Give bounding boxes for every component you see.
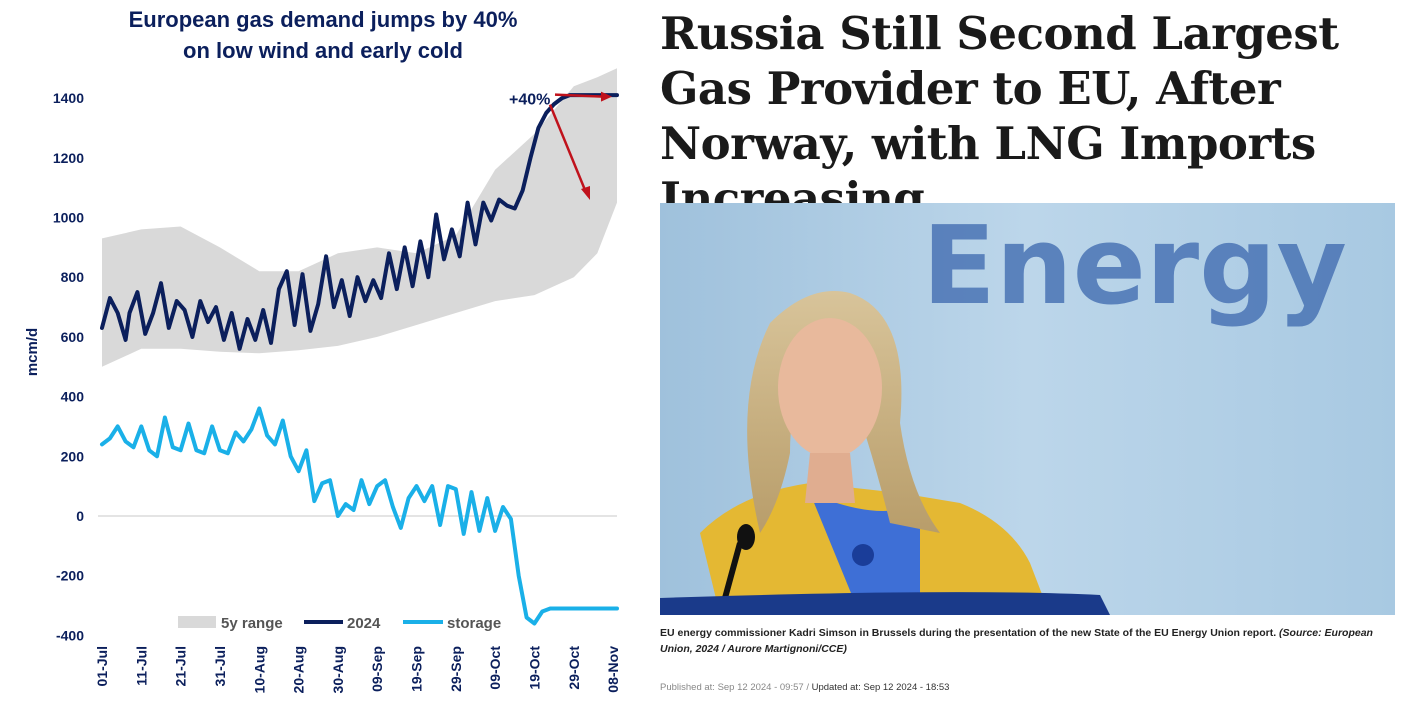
caption-text: EU energy commissioner Kadri Simson in B… (660, 627, 1277, 639)
microphone-head (737, 524, 755, 550)
legend-label-2024: 2024 (347, 615, 381, 632)
x-tick-label: 11-Jul (133, 646, 149, 686)
face (778, 318, 882, 458)
y-tick-label: 400 (61, 389, 85, 405)
article-headline[interactable]: Russia Still Second Largest Gas Provider… (660, 7, 1339, 225)
y-tick-label: 1000 (53, 210, 84, 226)
y-tick-label: 1400 (53, 90, 84, 106)
published-date: Published at: Sep 12 2024 - 09:57 (660, 682, 804, 693)
legend-label-storage: storage (447, 615, 501, 632)
x-tick-label: 29-Sep (448, 646, 464, 692)
x-tick-label: 19-Oct (526, 646, 542, 690)
photo-sign-text: Energy (922, 204, 1347, 329)
updated-date: Updated at: Sep 12 2024 - 18:53 (811, 682, 950, 693)
x-tick-label: 31-Jul (212, 646, 228, 686)
x-tick-label: 19-Sep (409, 646, 425, 692)
chart-title-line-1: European gas demand jumps by 40% (128, 7, 518, 32)
chart-title: European gas demand jumps by 40% on low … (0, 4, 646, 66)
x-tick-label: 21-Jul (173, 646, 189, 686)
annotation-arrowhead-horizontal (601, 91, 612, 102)
article-panel: Russia Still Second Largest Gas Provider… (660, 0, 1400, 702)
series-5y-range (102, 68, 617, 367)
legend-swatch-5y-range (178, 616, 216, 628)
neck (805, 453, 855, 503)
y-tick-label: 800 (61, 269, 85, 285)
eu-pin (852, 544, 874, 566)
y-tick-label: -200 (56, 568, 84, 584)
x-tick-label: 20-Aug (291, 646, 307, 693)
x-tick-label: 08-Nov (605, 646, 621, 693)
podium (660, 592, 1110, 615)
x-tick-label: 09-Sep (369, 646, 385, 692)
y-tick-label: 200 (61, 448, 85, 464)
x-tick-label: 30-Aug (330, 646, 346, 693)
series-storage (100, 406, 619, 626)
annotation-arrow-horizontal (554, 93, 604, 98)
x-tick-label: 29-Oct (566, 646, 582, 690)
y-axis-label: mcm/d (24, 328, 41, 376)
y-tick-label: 0 (76, 508, 84, 524)
chart-title-line-2: on low wind and early cold (183, 38, 463, 63)
x-tick-label: 09-Oct (487, 646, 503, 690)
legend-label-5y-range: 5y range (221, 615, 283, 632)
article-meta: Published at: Sep 12 2024 - 09:57 / Upda… (660, 682, 949, 693)
y-tick-label: 600 (61, 329, 85, 345)
x-tick-label: 10-Aug (251, 646, 267, 693)
series-2024 (100, 93, 619, 351)
y-tick-label: -400 (56, 627, 84, 643)
photo-caption: EU energy commissioner Kadri Simson in B… (660, 625, 1380, 657)
microphone (722, 542, 743, 599)
annotation-arrowhead-diagonal (581, 186, 590, 200)
article-photo: Energy (660, 203, 1395, 615)
y-tick-label: 1200 (53, 150, 84, 166)
caption-source: (Source: European Union, 2024 / Aurore M… (660, 627, 1373, 655)
annotation-arrow-diagonal (548, 104, 587, 191)
gas-demand-chart: 1400 1200 1000 800 600 400 200 0 -200 -400 mcm/d 01… (24, 68, 621, 693)
date-separator: / (806, 682, 809, 693)
chart-panel: European gas demand jumps by 40% on low … (0, 0, 640, 702)
x-tick-label: 01-Jul (94, 646, 110, 686)
annotation-label: +40% (509, 92, 550, 109)
